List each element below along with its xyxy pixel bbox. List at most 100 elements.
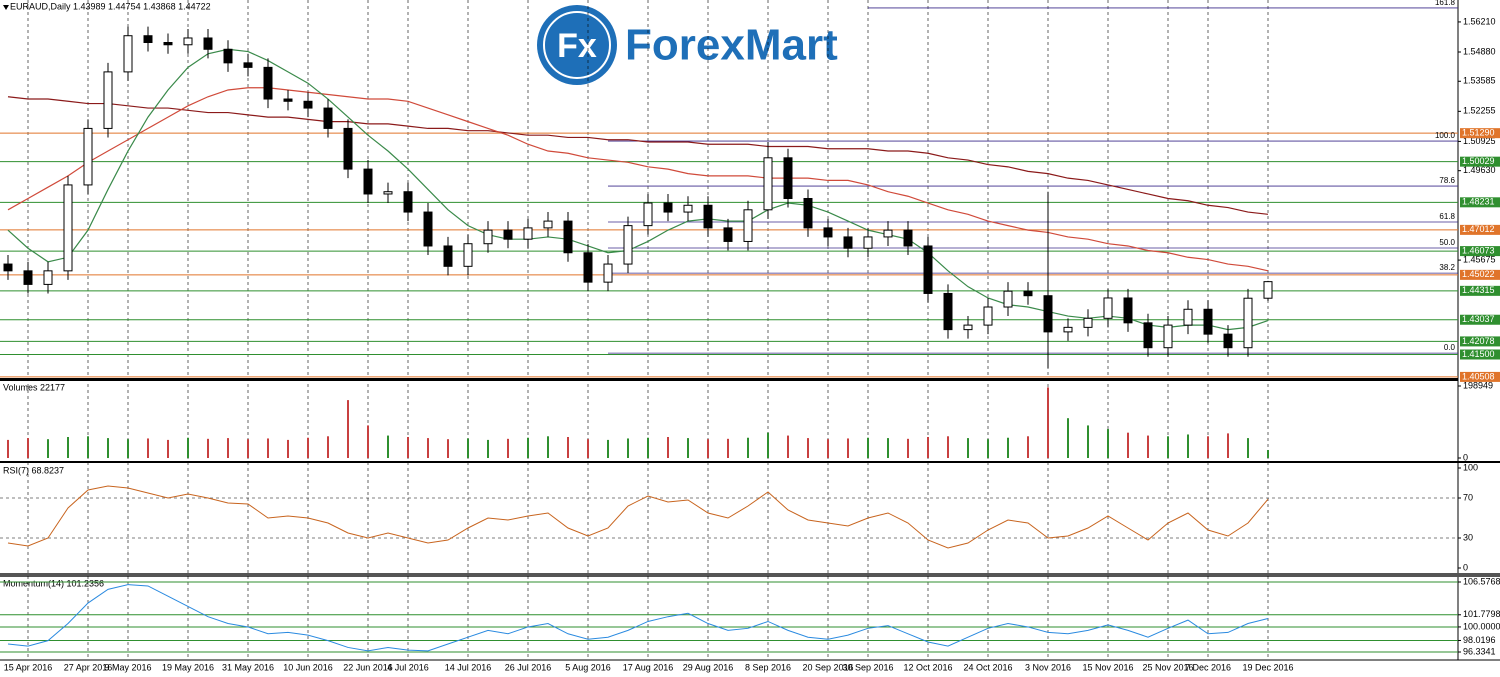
candle-body [1103, 297, 1113, 319]
candle-body [623, 225, 633, 265]
panel-separator [0, 573, 1500, 577]
candle-body [403, 191, 413, 213]
candle-body [1023, 290, 1033, 297]
level-label-box [1460, 269, 1500, 280]
level-label: 1.43037 [1462, 314, 1495, 324]
y-tick-label: 30 [1463, 532, 1473, 542]
candle-body [923, 245, 933, 294]
candle-body [3, 263, 13, 272]
candle-body [303, 100, 313, 109]
x-tick-label: 22 Jun 2016 [343, 662, 393, 672]
level-label: 1.50029 [1462, 156, 1495, 166]
level-label-box [1460, 349, 1500, 360]
fibo-label: 0.0 [1444, 343, 1456, 352]
level-label-box [1460, 336, 1500, 347]
panel-title: RSI(7) 68.8237 [3, 465, 64, 475]
candle-body [603, 263, 613, 283]
fibo-label: 161.8 [1435, 0, 1456, 7]
candle-body [683, 204, 693, 213]
candle-body [363, 168, 373, 195]
candle-body [143, 35, 153, 44]
x-tick-label: 20 Sep 2016 [802, 662, 853, 672]
moving-average [7, 96, 1269, 215]
candle-body [1263, 281, 1273, 299]
y-tick-label: 0 [1463, 562, 1468, 572]
x-tick-label: 4 Jul 2016 [387, 662, 429, 672]
x-tick-label: 14 Jul 2016 [445, 662, 492, 672]
candle-body [1163, 324, 1173, 349]
fibo-label: 100.0 [1435, 131, 1456, 140]
logo-badge [537, 5, 617, 85]
level-label-box [1460, 197, 1500, 208]
candle-body [443, 245, 453, 267]
candle-body [783, 157, 793, 199]
candle-body [243, 62, 253, 68]
x-tick-label: 26 Jul 2016 [505, 662, 552, 672]
candle-body [523, 227, 533, 240]
candle-body [1063, 326, 1073, 333]
candle-body [583, 252, 593, 283]
panel-title: Momentum(14) 101.2356 [3, 578, 104, 588]
level-label-box [1460, 128, 1500, 139]
x-tick-label: 9 May 2016 [104, 662, 151, 672]
candle-body [423, 211, 433, 247]
candle-body [503, 229, 513, 240]
candle-body [123, 35, 133, 73]
candle-body [883, 229, 893, 238]
candle-body [843, 236, 853, 249]
level-label: 1.48231 [1462, 197, 1495, 207]
y-tick-label: 1.56210 [1463, 16, 1496, 26]
level-label-box [1460, 371, 1500, 382]
y-tick-label: 96.3341 [1463, 646, 1496, 656]
fibo-label: 61.8 [1439, 212, 1455, 221]
candle-body [463, 243, 473, 267]
x-tick-label: 24 Oct 2016 [963, 662, 1012, 672]
candle-body [283, 98, 293, 102]
logo: Fx ForexMart [537, 5, 838, 85]
candle-body [983, 306, 993, 326]
candle-body [223, 48, 233, 64]
x-tick-label: 15 Apr 2016 [4, 662, 53, 672]
level-label: 1.51290 [1462, 128, 1495, 138]
level-label-box [1460, 285, 1500, 296]
y-tick-label: 1.54880 [1463, 46, 1496, 56]
candle-body [743, 209, 753, 242]
panel-title: EURAUD,Daily 1.43989 1.44754 1.43868 1.4… [10, 1, 211, 11]
candle-body [203, 37, 213, 50]
x-tick-label: 25 Nov 2016 [1142, 662, 1193, 672]
x-tick-label: 10 Jun 2016 [283, 662, 333, 672]
x-tick-label: 29 Aug 2016 [683, 662, 734, 672]
moving-average [7, 48, 1269, 331]
level-label: 1.44315 [1462, 285, 1495, 295]
x-tick-label: 12 Oct 2016 [903, 662, 952, 672]
level-label-box [1460, 314, 1500, 325]
x-tick-label: 31 May 2016 [222, 662, 274, 672]
candle-body [943, 292, 953, 331]
level-label-box [1460, 156, 1500, 167]
candle-body [1143, 322, 1153, 349]
fibo-label: 50.0 [1439, 238, 1455, 247]
candle-body [23, 270, 33, 285]
y-tick-label: 100.0000 [1463, 621, 1500, 631]
x-tick-label: 7 Dec 2016 [1185, 662, 1231, 672]
level-label: 1.40508 [1462, 371, 1495, 381]
candle-body [643, 202, 653, 227]
candle-body [863, 236, 873, 249]
candle-body [1223, 333, 1233, 349]
candle-body [1043, 295, 1053, 333]
candle-body [163, 42, 173, 46]
candle-body [383, 191, 393, 195]
candle-body [723, 227, 733, 242]
y-tick-label: 98.0196 [1463, 635, 1496, 645]
logo-badge-text: Fx [557, 27, 597, 65]
y-tick-label: 0 [1463, 452, 1468, 462]
candle-body [1003, 290, 1013, 308]
x-tick-label: 27 Apr 2016 [64, 662, 113, 672]
candle-body [803, 197, 813, 229]
fibo-label: 38.2 [1439, 263, 1455, 272]
level-label: 1.42078 [1462, 336, 1495, 346]
y-tick-label: 100 [1463, 462, 1478, 472]
candle-body [1183, 308, 1193, 326]
y-tick-label: 101.7798 [1463, 609, 1500, 619]
